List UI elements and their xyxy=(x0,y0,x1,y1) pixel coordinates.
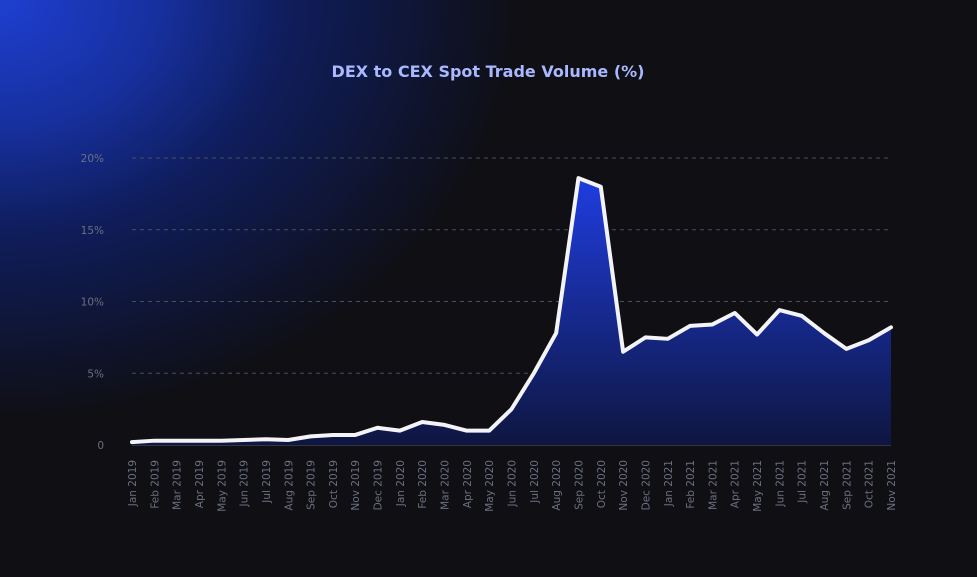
x-tick-label: May 2021 xyxy=(752,460,764,512)
x-axis-ticks: Jan 2019 Feb 2019 Mar 2019 Apr 2019 May 2019… xyxy=(127,460,898,512)
x-tick-label: Aug 2020 xyxy=(551,460,563,511)
x-tick-label: Nov 2019 xyxy=(350,460,362,511)
x-tick-label: Sep 2020 xyxy=(573,460,585,510)
y-tick-label: 20% xyxy=(81,153,104,165)
y-axis-ticks: 0 5% 10% 15% 20% xyxy=(81,153,104,452)
x-tick-label: Jun 2019 xyxy=(239,460,251,507)
x-tick-label: Jan 2021 xyxy=(663,460,675,507)
y-tick-label: 0 xyxy=(97,440,104,452)
y-tick-label: 15% xyxy=(81,225,104,237)
x-tick-label: Sep 2019 xyxy=(306,460,318,510)
x-tick-label: Oct 2020 xyxy=(596,460,608,508)
x-tick-label: Apr 2021 xyxy=(730,460,742,508)
x-tick-label: Jun 2020 xyxy=(507,460,519,507)
area-fill xyxy=(132,178,891,445)
y-tick-label: 10% xyxy=(81,297,104,309)
x-tick-label: Jan 2020 xyxy=(395,460,407,507)
x-tick-label: Apr 2019 xyxy=(194,460,206,508)
x-tick-label: Apr 2020 xyxy=(462,460,474,508)
x-tick-label: Aug 2019 xyxy=(283,460,295,511)
x-tick-label: Nov 2020 xyxy=(618,460,630,511)
x-tick-label: Oct 2019 xyxy=(328,460,340,508)
x-tick-label: Mar 2020 xyxy=(440,460,452,510)
x-tick-label: Dec 2020 xyxy=(640,460,652,510)
x-tick-label: Jul 2020 xyxy=(529,460,541,504)
x-tick-label: Oct 2021 xyxy=(864,460,876,508)
x-tick-label: Jul 2019 xyxy=(261,460,273,504)
x-tick-label: Jan 2019 xyxy=(127,460,139,507)
chart-title: DEX to CEX Spot Trade Volume (%) xyxy=(332,62,645,81)
x-tick-label: Feb 2019 xyxy=(149,460,161,509)
series-area xyxy=(130,176,893,445)
x-tick-label: Mar 2019 xyxy=(172,460,184,510)
x-tick-label: May 2019 xyxy=(216,460,228,512)
x-tick-label: May 2020 xyxy=(484,460,496,512)
x-tick-label: Jul 2021 xyxy=(797,460,809,504)
y-tick-label: 5% xyxy=(87,368,104,380)
x-tick-label: Feb 2020 xyxy=(417,460,429,509)
x-tick-label: Aug 2021 xyxy=(819,460,831,511)
x-tick-label: Mar 2021 xyxy=(707,460,719,510)
x-tick-label: Jun 2021 xyxy=(774,460,786,507)
x-tick-label: Nov 2021 xyxy=(886,460,898,511)
x-tick-label: Sep 2021 xyxy=(841,460,853,510)
x-tick-label: Dec 2019 xyxy=(373,460,385,510)
x-tick-label: Feb 2021 xyxy=(685,460,697,509)
